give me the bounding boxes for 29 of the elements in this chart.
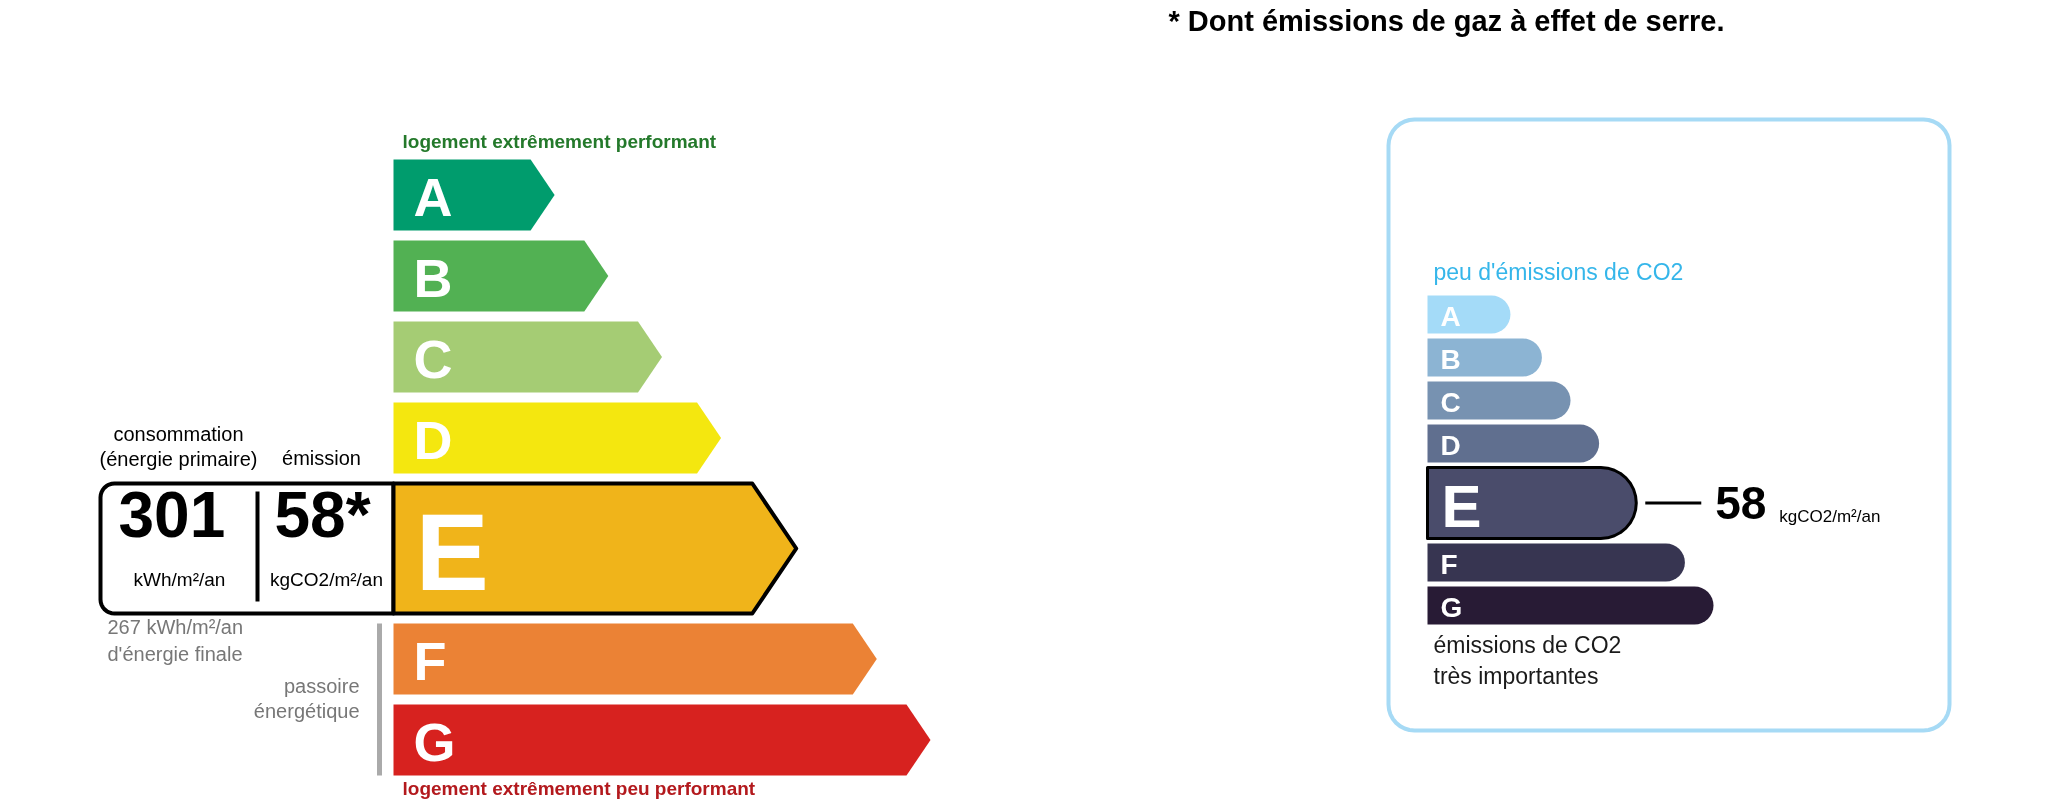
annotation: 58 [1715, 477, 1767, 529]
text: kgCO2/m²/an [270, 569, 383, 590]
text: 267 kWh/m²/an d'énergie finale [107, 616, 244, 665]
annotation: 301 [118, 479, 226, 551]
text: 58* [274, 478, 371, 551]
text: kWh/m²/an [133, 569, 226, 590]
y-tick-label: B [1440, 344, 1461, 375]
y-tick-label: G [413, 712, 456, 772]
y-tick-label: G [1440, 592, 1463, 623]
annotation: logement extrêmement performant [402, 131, 717, 152]
y-tick-label: F [413, 631, 447, 691]
text: émissions de CO2 très importantes [1433, 632, 1622, 689]
y-tick-label: A [413, 167, 453, 227]
annotation: peu d'émissions de CO2 [1433, 258, 1684, 285]
y-tick-label: E [415, 490, 489, 613]
y-tick-label: A [1440, 301, 1461, 332]
text: émission [282, 446, 361, 469]
y-tick-label: C [413, 329, 453, 389]
text: * Dont émissions de gaz à effet de serre. [1168, 4, 1725, 37]
y-tick-label: F [1440, 549, 1458, 580]
text: passoire énergétique [253, 674, 360, 723]
text: consommation (énergie primaire) [99, 423, 258, 470]
annotation: logement extrêmement peu performant [402, 778, 756, 799]
y-tick-label: B [413, 248, 453, 308]
y-tick-label: E [1441, 472, 1482, 540]
y-tick-label: D [1440, 430, 1461, 461]
text: kgCO2/m²/an [1779, 506, 1881, 526]
y-tick-label: D [413, 410, 453, 470]
y-tick-label: C [1440, 387, 1461, 418]
